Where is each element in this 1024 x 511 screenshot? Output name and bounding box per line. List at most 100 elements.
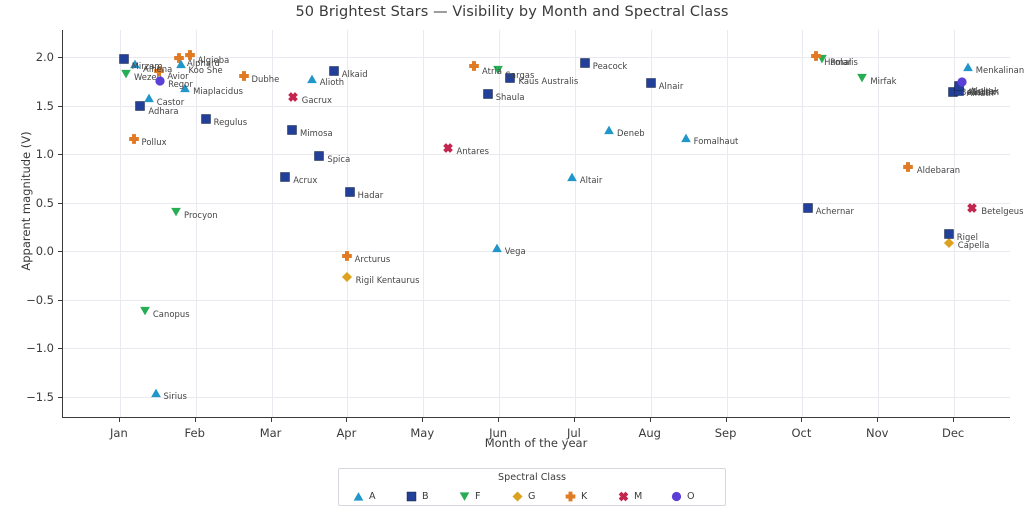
data-point-marker[interactable] <box>314 151 325 162</box>
data-point-marker[interactable] <box>344 186 355 197</box>
data-point-marker[interactable] <box>505 72 516 83</box>
x-tick-mark <box>573 418 575 422</box>
data-point-marker[interactable] <box>130 58 141 69</box>
data-point-label: Acrux <box>293 175 318 186</box>
gridline-vertical <box>574 30 576 417</box>
data-point-marker[interactable] <box>184 50 195 61</box>
data-point-marker[interactable] <box>857 72 868 83</box>
data-point-marker[interactable] <box>280 172 291 183</box>
data-point-marker[interactable] <box>287 91 298 102</box>
data-point-marker[interactable] <box>139 306 150 317</box>
data-point-label: Canopus <box>152 309 190 320</box>
data-point-marker[interactable] <box>967 202 978 213</box>
data-point-marker[interactable] <box>120 68 131 79</box>
data-point-label: Mirfak <box>870 75 897 86</box>
data-point-marker[interactable] <box>482 89 493 100</box>
legend-item-m[interactable]: M <box>618 487 642 505</box>
data-point-marker[interactable] <box>171 207 182 218</box>
data-point-marker[interactable] <box>442 143 453 154</box>
gridline-vertical <box>650 30 652 417</box>
gridline-horizontal <box>63 105 1010 107</box>
data-point-marker[interactable] <box>150 387 161 398</box>
data-point-marker[interactable] <box>238 70 249 81</box>
data-point-marker[interactable] <box>902 161 913 172</box>
gridline-horizontal <box>63 202 1010 204</box>
data-point-marker[interactable] <box>469 60 480 71</box>
data-point-marker[interactable] <box>811 51 822 62</box>
x-tick-mark <box>422 418 424 422</box>
data-point-marker[interactable] <box>306 74 317 85</box>
data-point-label: Bellatrix <box>960 87 996 98</box>
data-point-label: Menkalinan <box>975 64 1024 75</box>
triangle-down-icon <box>459 491 470 502</box>
y-tick-mark <box>58 299 62 301</box>
gridline-vertical <box>499 30 501 417</box>
x-tick-label: Apr <box>336 426 357 440</box>
data-point-marker[interactable] <box>943 228 954 239</box>
data-point-marker[interactable] <box>200 114 211 125</box>
data-point-marker[interactable] <box>566 172 577 183</box>
legend: Spectral Class A B F G K M O <box>338 468 726 506</box>
data-point-marker[interactable] <box>180 83 191 94</box>
data-point-marker[interactable] <box>341 272 352 283</box>
legend-item-o[interactable]: O <box>671 487 695 505</box>
legend-item-b[interactable]: B <box>406 487 429 505</box>
data-point-marker[interactable] <box>155 76 166 87</box>
legend-item-label: A <box>369 490 376 502</box>
data-point-label: Hamal <box>824 57 852 68</box>
data-point-marker[interactable] <box>287 124 298 135</box>
data-point-marker[interactable] <box>680 132 691 143</box>
data-point-marker[interactable] <box>143 92 154 103</box>
data-point-marker[interactable] <box>579 57 590 68</box>
y-tick-label: 2.0 <box>35 50 54 65</box>
legend-item-f[interactable]: F <box>459 487 481 505</box>
data-point-marker[interactable] <box>956 77 967 88</box>
data-point-marker[interactable] <box>174 53 185 64</box>
data-point-label: Arcturus <box>354 254 391 264</box>
data-point-marker[interactable] <box>604 124 615 135</box>
plus-icon <box>565 491 576 502</box>
y-tick-mark <box>58 251 62 253</box>
data-point-label: Shaula <box>495 92 525 103</box>
legend-item-g[interactable]: G <box>512 487 535 505</box>
data-point-label: Regulus <box>213 117 248 128</box>
legend-item-a[interactable]: A <box>353 487 376 505</box>
data-point-label: Regor <box>168 79 193 90</box>
legend-item-label: B <box>422 490 429 502</box>
x-tick-label: Sep <box>714 426 737 440</box>
x-tick-label: Oct <box>791 426 812 440</box>
data-point-label: Aldebaran <box>916 164 961 175</box>
data-point-marker[interactable] <box>128 133 139 144</box>
data-point-marker[interactable] <box>491 243 502 254</box>
x-tick-label: Aug <box>638 426 661 440</box>
data-point-marker[interactable] <box>962 61 973 72</box>
data-point-marker[interactable] <box>154 65 165 76</box>
gridline-vertical <box>954 30 956 417</box>
y-tick-label: 1.0 <box>35 147 54 162</box>
x-tick-label: Jan <box>110 426 128 440</box>
gridline-vertical <box>119 30 121 417</box>
data-point-marker[interactable] <box>175 58 186 69</box>
data-point-marker[interactable] <box>492 64 503 75</box>
data-point-label: Betelgeuse <box>981 205 1024 216</box>
data-point-marker[interactable] <box>118 54 129 65</box>
legend-item-label: K <box>581 490 588 502</box>
legend-item-k[interactable]: K <box>565 487 587 505</box>
data-point-label: Alhena <box>143 63 173 74</box>
data-point-marker[interactable] <box>943 238 954 249</box>
x-tick-label: Dec <box>941 426 965 440</box>
gridline-horizontal <box>63 396 1010 398</box>
legend-title: Spectral Class <box>498 472 566 483</box>
data-point-marker[interactable] <box>802 202 813 213</box>
data-point-marker[interactable] <box>328 65 339 76</box>
data-point-marker[interactable] <box>135 100 146 111</box>
x-tick-label: Mar <box>259 426 282 440</box>
data-point-label: Mirzam <box>131 61 163 72</box>
gridline-horizontal <box>63 154 1010 156</box>
data-point-marker[interactable] <box>645 78 656 89</box>
data-point-label: Rigel <box>956 231 978 242</box>
gridline-vertical <box>878 30 880 417</box>
data-point-marker[interactable] <box>341 251 352 262</box>
